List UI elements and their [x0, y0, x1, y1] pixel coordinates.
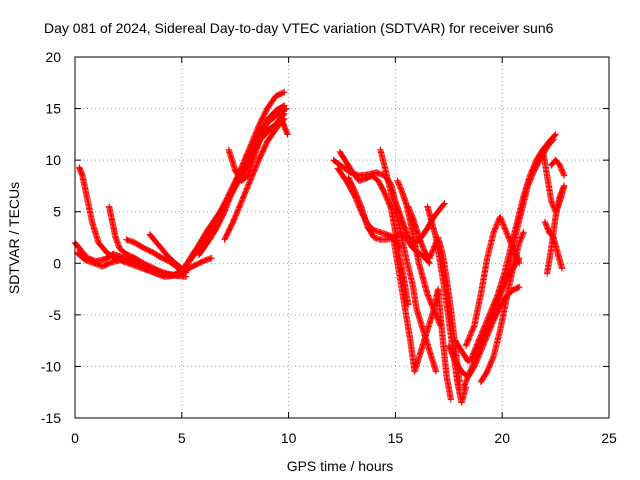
x-tick-label: 15 [388, 430, 404, 446]
data-points-trace-18 [390, 234, 455, 403]
x-tick-label: 25 [601, 430, 617, 446]
data-points-trace-27 [477, 229, 527, 386]
data-points-trace-12 [253, 117, 291, 148]
series-trace-27 [477, 229, 527, 386]
y-tick-label: 5 [53, 204, 61, 220]
chart-title: Day 081 of 2024, Sidereal Day-to-day VTE… [44, 20, 554, 36]
data-points-trace-9 [195, 88, 288, 259]
plot-frame [74, 56, 610, 419]
series-trace-17 [377, 146, 440, 375]
series-trace-26 [462, 213, 523, 349]
y-tick-label: 10 [45, 152, 61, 168]
y-tick-label: -10 [41, 358, 61, 374]
y-tick-label: 0 [53, 255, 61, 271]
series-trace-10 [221, 115, 288, 243]
x-tick-label: 10 [281, 430, 297, 446]
y-tick-label: 20 [45, 49, 61, 65]
data-points-trace-10 [221, 115, 288, 243]
data-points-trace-17 [377, 146, 440, 375]
series-trace-6 [146, 231, 185, 272]
data-points-trace-6 [146, 231, 185, 272]
data-points-trace-30 [543, 182, 568, 277]
x-tick-label: 20 [494, 430, 510, 446]
data-points-trace-28 [539, 146, 568, 215]
series-trace-12 [253, 117, 291, 148]
x-tick-label: 0 [71, 430, 79, 446]
y-axis-label: SDTVAR / TECUs [6, 182, 22, 294]
data-points-trace-25 [469, 131, 559, 360]
y-tick-label: -15 [41, 410, 61, 426]
data-points-trace-31 [548, 156, 568, 179]
series-trace-28 [539, 146, 568, 215]
y-tick-label: -5 [49, 307, 62, 323]
x-axis-label: GPS time / hours [287, 458, 394, 474]
series-trace-18 [390, 234, 455, 403]
data-series-markers [71, 88, 568, 406]
series-trace-9 [195, 88, 288, 259]
data-points-trace-26 [462, 213, 523, 349]
series-trace-31 [548, 156, 568, 179]
series-trace-30 [543, 182, 568, 277]
series-trace-25 [469, 131, 559, 360]
x-tick-label: 5 [178, 430, 186, 446]
y-tick-label: 15 [45, 101, 61, 117]
axis-ticks: 0 5 10 15 20 25 -15 -10 -5 0 5 10 15 20 [41, 49, 617, 446]
